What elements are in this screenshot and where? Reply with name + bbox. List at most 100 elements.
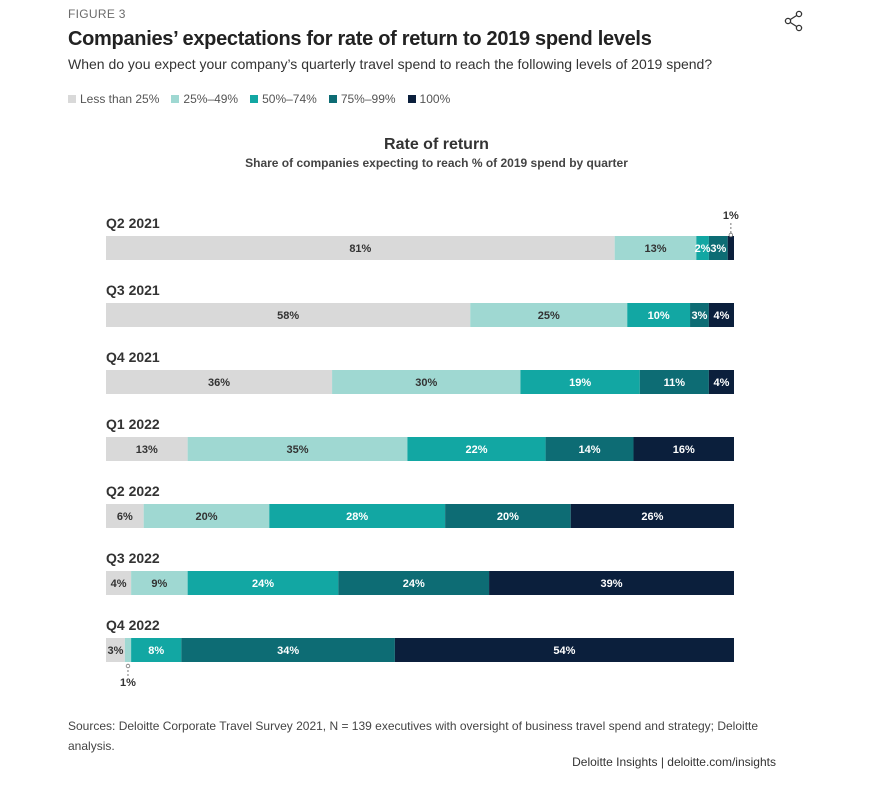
bar-segment-q2-2022-25-49: [143, 504, 270, 528]
data-label-q1-2022-25-49: 35%: [287, 444, 309, 456]
bar-segment-q2-2021-25-49: [614, 236, 697, 260]
data-label-q2-2022-100: 26%: [641, 511, 663, 523]
bar-segment-q1-2022-less-than-25: [106, 437, 188, 461]
bar-segment-q1-2022-75-99: [545, 437, 634, 461]
category-label-q3-2022: Q3 2022: [106, 550, 160, 566]
data-label-q3-2021-less-than-25: 58%: [277, 310, 299, 322]
bar-segment-q2-2021-75-99: [708, 236, 728, 260]
data-label-q4-2022-75-99: 34%: [277, 645, 299, 657]
leader-dot-q2-2021-100: [728, 232, 734, 238]
data-label-q1-2022-50-74: 22%: [466, 444, 488, 456]
data-label-q2-2022-75-99: 20%: [497, 511, 519, 523]
legend-label: 75%–99%: [340, 92, 396, 106]
bar-segment-q2-2022-75-99: [445, 504, 571, 528]
bar-segment-q4-2022-100: [394, 638, 734, 662]
data-label-q4-2021-100: 4%: [713, 377, 729, 389]
data-label-q2-2021-less-than-25: 81%: [349, 243, 371, 255]
bar-segment-q2-2022-100: [570, 504, 734, 528]
data-label-q4-2021-75-99: 11%: [664, 377, 686, 389]
bar-segment-q1-2022-50-74: [407, 437, 546, 461]
bar-segment-q4-2021-75-99: [639, 370, 709, 394]
legend-label: Less than 25%: [80, 92, 160, 106]
data-label-q3-2021-25-49: 25%: [538, 310, 560, 322]
share-icon[interactable]: [783, 10, 805, 32]
legend-swatch: [171, 95, 180, 103]
legend-swatch: [68, 95, 76, 103]
data-label-q1-2022-75-99: 14%: [579, 444, 601, 456]
bar-segment-q4-2021-100: [708, 370, 734, 394]
bar-segment-q3-2021-100: [708, 303, 734, 327]
legend-item-50-74: 50%–74%: [250, 92, 317, 106]
bar-segment-q3-2021-25-49: [470, 303, 628, 327]
sources-note: Sources: Deloitte Corporate Travel Surve…: [68, 719, 759, 753]
data-label-q3-2021-75-99: 3%: [692, 310, 708, 322]
data-label-q4-2022-less-than-25: 3%: [107, 645, 123, 657]
bar-segment-q1-2022-25-49: [187, 437, 408, 461]
data-label-q1-2022-100: 16%: [673, 444, 695, 456]
category-label-q1-2022: Q1 2022: [106, 416, 160, 432]
data-label-q3-2022-less-than-25: 4%: [111, 578, 127, 590]
data-label-q2-2021-25-49: 13%: [644, 243, 666, 255]
data-label-q3-2022-50-74: 24%: [252, 578, 274, 590]
category-label-q4-2022: Q4 2022: [106, 617, 160, 633]
legend-item-less-than-25: Less than 25%: [68, 92, 159, 106]
legend: Less than 25% 25%–49% 50%–74% 75%–99% 10…: [68, 92, 462, 106]
data-label-q3-2021-100: 4%: [713, 310, 729, 322]
bar-segment-q2-2021-50-74: [696, 236, 709, 260]
legend-label: 100%: [419, 92, 451, 106]
data-label-q2-2021-100: 1%: [723, 210, 739, 222]
legend-swatch: [328, 95, 337, 103]
bar-segment-q4-2021-25-49: [332, 370, 521, 394]
data-label-q4-2022-25-49: 1%: [120, 677, 136, 689]
bar-segment-q4-2021-less-than-25: [106, 370, 333, 394]
bar-segment-q2-2022-50-74: [269, 504, 446, 528]
bar-segment-q4-2022-75-99: [181, 638, 395, 662]
legend-item-100: 100%: [407, 92, 451, 106]
data-label-q4-2021-less-than-25: 36%: [208, 377, 230, 389]
data-label-q4-2022-50-74: 8%: [148, 645, 164, 657]
chart-subtitle: Share of companies expecting to reach % …: [245, 156, 628, 170]
data-label-q4-2022-100: 54%: [553, 645, 575, 657]
data-label-q1-2022-less-than-25: 13%: [136, 444, 158, 456]
chart-title: Rate of return: [384, 136, 489, 153]
bar-segment-q4-2022-25-49: [124, 638, 132, 662]
bar-segment-q2-2021-less-than-25: [106, 236, 615, 260]
figure-label: FIGURE 3: [68, 7, 126, 21]
data-label-q4-2021-50-74: 19%: [569, 377, 591, 389]
bar-segment-q3-2021-50-74: [627, 303, 691, 327]
bar-segment-q3-2022-less-than-25: [106, 571, 132, 595]
page-title: Companies’ expectations for rate of retu…: [68, 28, 652, 50]
legend-item-75-99: 75%–99%: [328, 92, 396, 106]
data-label-q2-2022-50-74: 28%: [346, 511, 368, 523]
bar-segment-q3-2021-75-99: [690, 303, 709, 327]
bar-segment-q2-2021-100: [727, 236, 734, 260]
data-label-q3-2022-100: 39%: [601, 578, 623, 590]
category-label-q3-2021: Q3 2021: [106, 282, 160, 298]
data-label-q3-2022-25-49: 9%: [151, 578, 167, 590]
leader-dot-q4-2022-25-49: [125, 663, 131, 669]
legend-label: 25%–49%: [183, 92, 239, 106]
data-label-q4-2021-25-49: 30%: [415, 377, 437, 389]
category-label-q2-2022: Q2 2022: [106, 483, 160, 499]
data-label-q3-2022-75-99: 24%: [403, 578, 425, 590]
bar-segment-q4-2022-less-than-25: [106, 638, 125, 662]
bar-segment-q4-2022-50-74: [131, 638, 182, 662]
bar-segment-q3-2022-100: [489, 571, 734, 595]
page-subtitle: When do you expect your company’s quarte…: [68, 56, 713, 72]
bar-segment-q4-2021-50-74: [520, 370, 640, 394]
legend-label: 50%–74%: [262, 92, 317, 106]
legend-swatch: [250, 95, 259, 103]
legend-item-25-49: 25%–49%: [171, 92, 238, 106]
legend-swatch: [407, 95, 416, 103]
credit-line: Deloitte Insights | deloitte.com/insight…: [572, 755, 776, 769]
bar-segment-q3-2022-50-74: [187, 571, 339, 595]
bar-segment-q3-2022-75-99: [338, 571, 490, 595]
category-label-q2-2021: Q2 2021: [106, 215, 160, 231]
data-label-q2-2022-less-than-25: 6%: [117, 511, 133, 523]
data-label-q2-2022-25-49: 20%: [195, 511, 217, 523]
data-label-q2-2021-50-74: 2%: [695, 243, 711, 255]
bar-segment-q2-2022-less-than-25: [106, 504, 144, 528]
bar-segment-q1-2022-100: [633, 437, 734, 461]
bar-segment-q3-2021-less-than-25: [106, 303, 471, 327]
